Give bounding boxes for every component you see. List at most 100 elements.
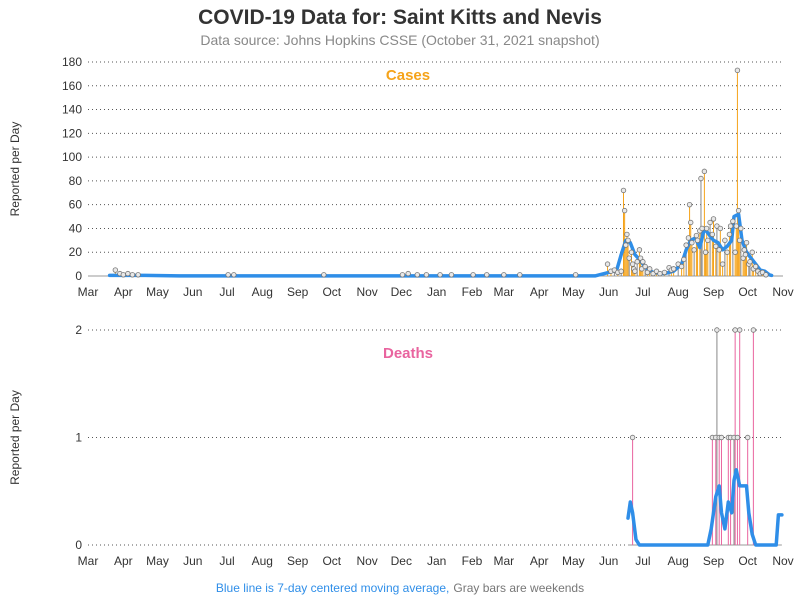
cases-panel: 0 20 40 60 80 100 120 140 160 180 Mar Apr May Jun Jul A… — [8, 55, 794, 299]
daily-point — [718, 434, 725, 441]
chart-subtitle: Data source: Johns Hopkins CSSE (October… — [200, 32, 599, 48]
daily-point — [734, 67, 741, 74]
x-tick-label: Jun — [599, 285, 618, 299]
y-tick-label: 160 — [62, 79, 82, 93]
x-tick-label: Aug — [252, 554, 273, 568]
daily-point — [714, 327, 720, 333]
daily-point — [741, 247, 747, 253]
daily-point — [640, 259, 646, 265]
daily-point — [484, 272, 490, 278]
daily-point — [724, 249, 730, 255]
daily-point — [125, 270, 131, 277]
daily-point — [703, 225, 710, 232]
daily-point — [685, 235, 692, 241]
daily-point — [120, 272, 127, 278]
daily-point — [733, 223, 739, 229]
x-tick-label: Mar — [78, 554, 99, 568]
daily-point — [624, 231, 630, 238]
daily-point — [693, 232, 700, 239]
daily-point — [726, 231, 733, 238]
daily-point — [727, 223, 734, 229]
x-tick-label: Sep — [703, 285, 725, 299]
x-tick-label: Apr — [114, 285, 133, 299]
daily-point — [231, 272, 237, 278]
moving-average-line — [626, 468, 784, 547]
daily-point — [698, 175, 704, 182]
daily-point — [705, 237, 711, 244]
x-tick-label: Oct — [322, 285, 341, 299]
daily-point — [678, 263, 685, 270]
x-tick-label: Dec — [391, 554, 412, 568]
x-tick-label: Mar — [494, 285, 515, 299]
y-tick-label: 180 — [62, 55, 82, 69]
daily-point — [405, 270, 411, 277]
daily-point — [735, 207, 742, 214]
daily-point — [112, 267, 119, 273]
daily-point — [763, 272, 769, 278]
x-tick-label: Oct — [738, 554, 757, 568]
x-tick-label: Dec — [391, 285, 412, 299]
panel-title: Cases — [386, 67, 430, 84]
x-tick-label: Aug — [668, 554, 689, 568]
daily-point — [747, 259, 753, 265]
x-tick-label: May — [562, 554, 585, 568]
daily-point — [225, 272, 231, 278]
daily-point — [657, 270, 663, 277]
daily-point — [744, 434, 751, 441]
daily-point — [642, 263, 648, 270]
daily-point — [749, 249, 755, 255]
y-tick-label: 40 — [69, 221, 83, 235]
daily-point — [734, 434, 741, 441]
daily-point — [688, 219, 694, 226]
y-tick-label: 1 — [75, 431, 82, 445]
deaths-panel: 0 1 2 Mar Apr May Jun Jul Aug Sep Oct Nov Dec Jan Feb M… — [8, 323, 794, 568]
x-tick-label: Apr — [530, 554, 549, 568]
footnote: Blue line is 7-day centered moving avera… — [216, 581, 584, 595]
daily-point — [732, 249, 738, 255]
x-tick-label: Jul — [219, 285, 234, 299]
daily-point — [738, 225, 744, 232]
x-tick-label: Nov — [356, 554, 377, 568]
x-tick-label: Jul — [635, 554, 650, 568]
y-tick-label: 60 — [69, 198, 83, 212]
daily-point — [743, 240, 750, 246]
daily-point — [737, 327, 743, 333]
daily-point — [689, 240, 695, 246]
daily-point — [752, 263, 759, 270]
daily-point — [646, 266, 653, 272]
y-tick-label: 20 — [69, 245, 83, 259]
x-tick-label: Jul — [219, 554, 234, 568]
x-tick-label: Feb — [462, 554, 483, 568]
y-tick-label: 0 — [75, 538, 82, 552]
daily-point — [423, 272, 430, 278]
daily-point — [701, 168, 708, 175]
daily-point — [626, 255, 632, 261]
x-tick-label: Nov — [356, 285, 377, 299]
x-tick-label: Sep — [287, 285, 309, 299]
daily-point — [448, 272, 455, 278]
y-tick-label: 140 — [62, 103, 82, 117]
x-tick-label: Sep — [287, 554, 309, 568]
daily-point — [629, 434, 636, 441]
daily-point — [501, 272, 507, 278]
daily-point — [628, 249, 635, 255]
daily-point — [321, 272, 327, 278]
x-tick-label: Apr — [530, 285, 549, 299]
daily-point — [618, 268, 624, 274]
daily-point — [399, 272, 406, 278]
daily-point — [730, 218, 736, 225]
daily-point — [691, 247, 697, 253]
daily-point — [686, 201, 693, 208]
daily-point — [470, 272, 476, 278]
daily-point — [636, 247, 643, 253]
daily-point — [604, 261, 611, 267]
x-tick-label: Jan — [427, 285, 446, 299]
daily-point — [681, 256, 687, 263]
daily-point — [699, 225, 705, 232]
daily-point — [694, 237, 701, 244]
daily-point — [634, 259, 640, 265]
x-tick-label: Mar — [494, 554, 515, 568]
x-tick-label: Oct — [322, 554, 341, 568]
y-tick-label: 80 — [69, 174, 83, 188]
